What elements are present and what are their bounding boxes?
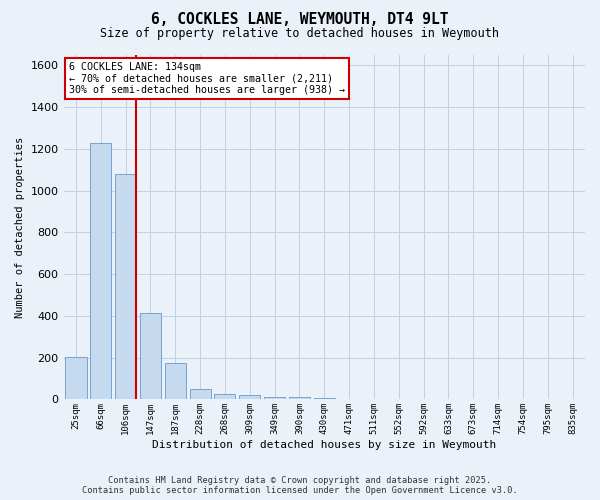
Bar [115,174,136,400]
Bar [165,363,186,400]
Y-axis label: Number of detached properties: Number of detached properties [15,136,25,318]
Bar [190,389,211,400]
Bar [140,313,161,400]
X-axis label: Distribution of detached houses by size in Weymouth: Distribution of detached houses by size … [152,440,496,450]
Bar [289,398,310,400]
Bar [314,398,335,400]
Text: 6 COCKLES LANE: 134sqm
← 70% of detached houses are smaller (2,211)
30% of semi-: 6 COCKLES LANE: 134sqm ← 70% of detached… [69,62,345,95]
Text: Contains HM Land Registry data © Crown copyright and database right 2025.
Contai: Contains HM Land Registry data © Crown c… [82,476,518,495]
Bar [214,394,235,400]
Bar [239,395,260,400]
Bar [90,142,112,400]
Text: Size of property relative to detached houses in Weymouth: Size of property relative to detached ho… [101,28,499,40]
Bar [65,356,86,400]
Bar [264,398,285,400]
Text: 6, COCKLES LANE, WEYMOUTH, DT4 9LT: 6, COCKLES LANE, WEYMOUTH, DT4 9LT [151,12,449,28]
